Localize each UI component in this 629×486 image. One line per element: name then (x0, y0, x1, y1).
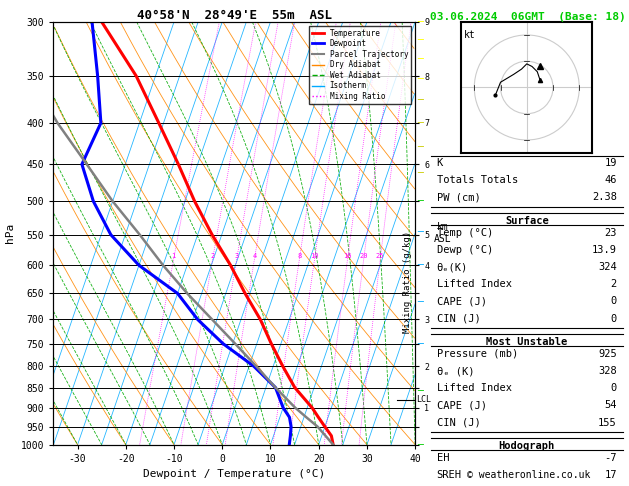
Text: ─: ─ (417, 118, 423, 128)
Text: 20: 20 (359, 253, 368, 260)
Text: Dewp (°C): Dewp (°C) (437, 245, 493, 255)
Text: 8: 8 (298, 253, 301, 260)
Text: 324: 324 (598, 262, 617, 272)
Text: 2: 2 (611, 279, 617, 289)
Text: Lifted Index: Lifted Index (437, 383, 511, 393)
Text: ─: ─ (417, 440, 423, 450)
Text: 13.9: 13.9 (592, 245, 617, 255)
Text: LCL: LCL (416, 395, 431, 404)
Text: Temp (°C): Temp (°C) (437, 228, 493, 238)
Text: Pressure (mb): Pressure (mb) (437, 349, 518, 359)
Text: 46: 46 (604, 175, 617, 185)
Text: 0: 0 (611, 383, 617, 393)
Text: 328: 328 (598, 366, 617, 376)
Title: 40°58'N  28°49'E  55m  ASL: 40°58'N 28°49'E 55m ASL (136, 9, 332, 22)
Text: 155: 155 (598, 417, 617, 428)
Text: K: K (437, 158, 443, 168)
Text: Hodograph: Hodograph (499, 441, 555, 451)
Text: EH: EH (437, 453, 449, 463)
Text: ─: ─ (417, 95, 423, 105)
Text: 54: 54 (604, 400, 617, 411)
Text: Lifted Index: Lifted Index (437, 279, 511, 289)
Text: CAPE (J): CAPE (J) (437, 400, 487, 411)
Text: ─: ─ (417, 74, 423, 84)
Text: 2.38: 2.38 (592, 192, 617, 203)
Text: -7: -7 (604, 453, 617, 463)
Text: ─: ─ (417, 35, 423, 45)
Text: 4: 4 (252, 253, 257, 260)
Text: ─: ─ (417, 227, 423, 237)
Text: 0: 0 (611, 296, 617, 307)
Text: Totals Totals: Totals Totals (437, 175, 518, 185)
Text: SREH: SREH (437, 470, 462, 480)
Text: CIN (J): CIN (J) (437, 417, 481, 428)
Text: 1: 1 (172, 253, 175, 260)
Text: ─: ─ (417, 339, 423, 348)
Text: 925: 925 (598, 349, 617, 359)
Text: Surface: Surface (505, 216, 548, 226)
Text: ─: ─ (417, 17, 423, 27)
Text: CAPE (J): CAPE (J) (437, 296, 487, 307)
Text: 17: 17 (604, 470, 617, 480)
Text: 19: 19 (604, 158, 617, 168)
Text: 0: 0 (611, 313, 617, 324)
Text: ─: ─ (417, 168, 423, 178)
Text: θₑ (K): θₑ (K) (437, 366, 474, 376)
Text: 10: 10 (310, 253, 319, 260)
Y-axis label: hPa: hPa (6, 223, 15, 243)
Text: © weatheronline.co.uk: © weatheronline.co.uk (467, 470, 590, 480)
Text: 03.06.2024  06GMT  (Base: 18): 03.06.2024 06GMT (Base: 18) (430, 12, 626, 22)
Text: 3: 3 (235, 253, 239, 260)
Text: ─: ─ (417, 260, 423, 270)
Text: Mixing Ratio (g/kg): Mixing Ratio (g/kg) (403, 231, 412, 333)
Text: kt: kt (464, 30, 476, 40)
Text: ─: ─ (417, 142, 423, 152)
Y-axis label: km
ASL: km ASL (434, 223, 452, 244)
Text: ─: ─ (417, 54, 423, 64)
Text: 23: 23 (604, 228, 617, 238)
X-axis label: Dewpoint / Temperature (°C): Dewpoint / Temperature (°C) (143, 469, 325, 479)
Text: 25: 25 (376, 253, 384, 260)
Text: ─: ─ (417, 385, 423, 396)
Text: ─: ─ (417, 196, 423, 206)
Text: 16: 16 (343, 253, 352, 260)
Text: Most Unstable: Most Unstable (486, 337, 567, 347)
Text: 2: 2 (211, 253, 214, 260)
Text: PW (cm): PW (cm) (437, 192, 481, 203)
Text: CIN (J): CIN (J) (437, 313, 481, 324)
Legend: Temperature, Dewpoint, Parcel Trajectory, Dry Adiabat, Wet Adiabat, Isotherm, Mi: Temperature, Dewpoint, Parcel Trajectory… (309, 26, 411, 104)
Text: ─: ─ (417, 297, 423, 307)
Text: θₑ(K): θₑ(K) (437, 262, 468, 272)
